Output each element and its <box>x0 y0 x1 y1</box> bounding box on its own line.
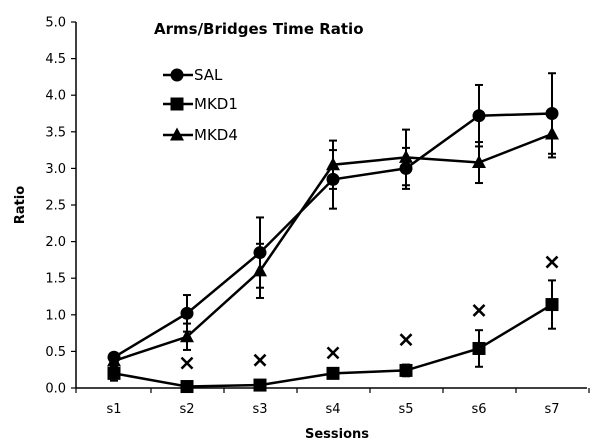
y-tick-label: 0.0 <box>45 382 66 397</box>
data-point-mkd4 <box>253 263 267 277</box>
legend-label-sal: SAL <box>194 66 223 84</box>
legend-item-mkd4: MKD4 <box>163 126 238 144</box>
data-point-mkd1 <box>399 363 413 377</box>
significance-marker <box>180 356 194 370</box>
significance-marker <box>399 333 413 347</box>
significance-marker <box>253 353 267 367</box>
y-tick-label: 2.0 <box>45 235 66 250</box>
data-point-mkd4 <box>399 149 413 163</box>
y-tick-label: 4.5 <box>45 52 66 67</box>
y-tick-label: 0.5 <box>45 345 66 360</box>
series-sal <box>107 72 559 364</box>
significance-marker <box>472 303 486 317</box>
y-tick-label: 2.5 <box>45 199 66 214</box>
legend-marker <box>170 68 184 82</box>
data-point-sal <box>472 109 486 123</box>
x-tick-label: s4 <box>325 402 340 417</box>
plot-area <box>107 72 559 394</box>
data-point-mkd4 <box>180 329 194 343</box>
y-tick-label: 3.5 <box>45 125 66 140</box>
y-tick-label: 4.0 <box>45 89 66 104</box>
x-axis-title: Sessions <box>305 427 369 441</box>
y-tick-label: 3.0 <box>45 162 66 177</box>
legend-label-mkd1: MKD1 <box>194 95 238 113</box>
x-tick-label: s5 <box>398 402 413 417</box>
data-point-mkd1 <box>253 378 267 392</box>
legend-label-mkd4: MKD4 <box>194 126 238 144</box>
x-tick-label: s7 <box>544 402 559 417</box>
legend: SAL MKD1 MKD4 <box>163 66 238 144</box>
y-axis-title: Ratio <box>13 186 28 224</box>
data-point-mkd1 <box>326 366 340 380</box>
data-point-mkd1 <box>107 366 121 380</box>
x-tick-label: s1 <box>106 402 121 417</box>
significance-marker <box>326 346 340 360</box>
x-tick-label: s6 <box>471 402 486 417</box>
series-mkd4 <box>107 109 559 367</box>
chart-title: Arms/Bridges Time Ratio <box>154 20 364 38</box>
x-tick-label: s3 <box>252 402 267 417</box>
x-tick-label: s2 <box>179 402 194 417</box>
y-tick-label: 1.5 <box>45 272 66 287</box>
significance-markers <box>180 255 559 370</box>
legend-item-sal: SAL <box>163 66 223 84</box>
legend-marker <box>170 127 184 141</box>
y-axis: 0.0 0.5 1.0 1.5 2.0 2.5 3.0 3.5 4.0 4.5 5.0 <box>45 16 77 397</box>
significance-marker <box>545 255 559 269</box>
series-mkd1 <box>107 279 559 394</box>
y-tick-label: 1.0 <box>45 308 66 323</box>
data-point-sal <box>180 306 194 320</box>
data-point-mkd1 <box>472 341 486 355</box>
data-point-mkd1 <box>180 380 194 394</box>
data-point-mkd1 <box>545 298 559 312</box>
data-point-mkd4 <box>545 126 559 140</box>
data-point-mkd4 <box>326 157 340 171</box>
legend-marker <box>170 97 184 111</box>
data-point-mkd4 <box>472 155 486 169</box>
data-point-mkd4 <box>107 353 121 367</box>
y-tick-label: 5.0 <box>45 16 66 31</box>
x-axis: s1 s2 s3 s4 s5 s6 s7 <box>75 387 590 417</box>
legend-item-mkd1: MKD1 <box>163 95 238 113</box>
